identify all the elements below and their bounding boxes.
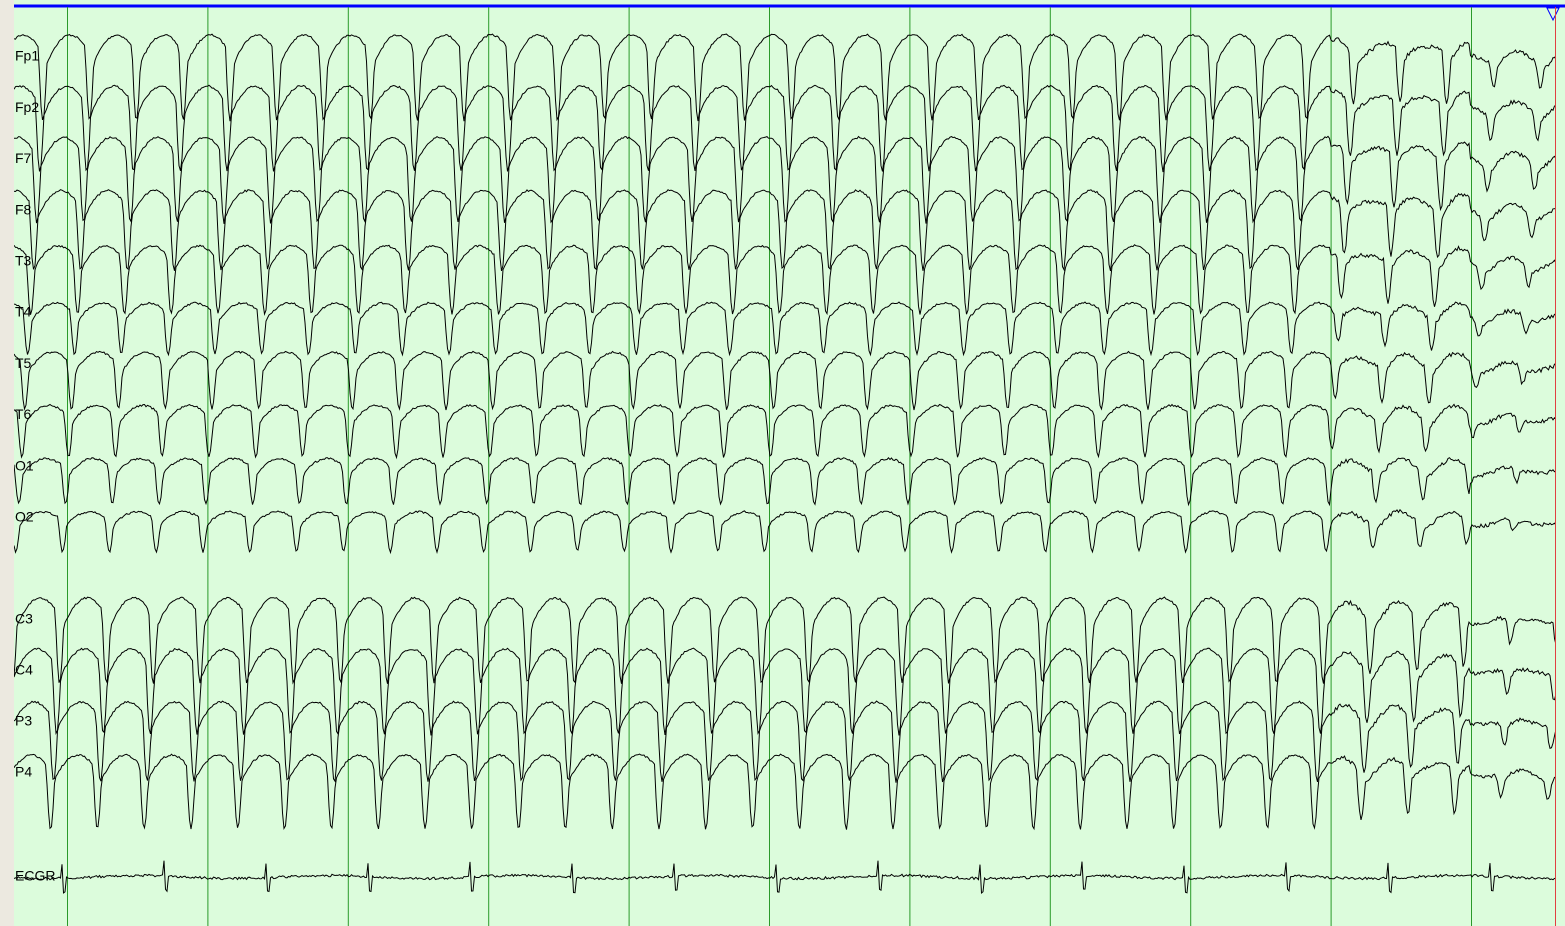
eeg-trace: [14, 508, 1555, 555]
channel-label: T3: [15, 253, 32, 269]
channel-label: Fp1: [15, 48, 39, 64]
channel-label: C4: [15, 662, 33, 678]
channel-label: T6: [15, 406, 32, 422]
eeg-trace: [14, 700, 1555, 783]
eeg-trace: [14, 647, 1555, 736]
eeg-trace: [14, 301, 1555, 357]
eeg-trace: [14, 457, 1555, 507]
channel-label: F8: [15, 201, 32, 217]
eeg-trace: [14, 403, 1555, 460]
eeg-trace: [14, 350, 1555, 411]
channel-label: F7: [15, 150, 32, 166]
channel-label: C3: [15, 611, 33, 627]
channel-label: ECGR: [15, 868, 55, 884]
channel-label: P3: [15, 713, 32, 729]
channel-label: Fp2: [15, 99, 39, 115]
channel-label: T4: [15, 304, 32, 320]
eeg-trace: [14, 135, 1555, 224]
eeg-trace: [14, 244, 1555, 316]
eeg-trace: [14, 596, 1555, 685]
channel-label: O1: [15, 457, 34, 473]
eeg-trace: [14, 33, 1555, 122]
eeg-trace: [14, 189, 1555, 272]
trace-area: [14, 0, 1565, 926]
second-grid: [67, 7, 1472, 926]
channel-label: P4: [15, 764, 32, 780]
channel-label: O2: [15, 509, 34, 525]
ecg-trace: [14, 860, 1555, 894]
eeg-trace: [14, 753, 1555, 831]
channel-label: T5: [15, 355, 32, 371]
channel-labels: Fp1 Fp2 F7 F8 T3 T4 T5 T6 O1 O2 C3 C4 P3 P4 ECGR: [15, 48, 55, 884]
traces: [14, 33, 1555, 894]
eeg-trace: [14, 84, 1555, 173]
